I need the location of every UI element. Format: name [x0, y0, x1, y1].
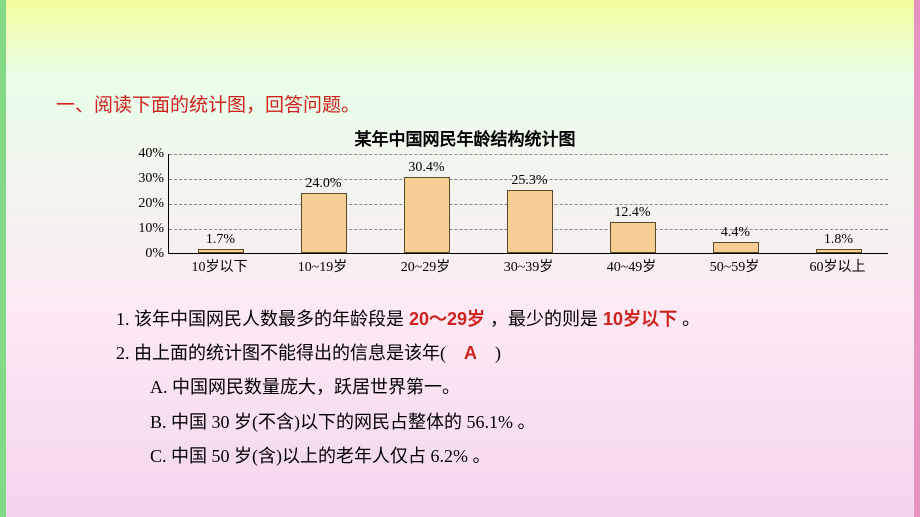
y-axis: 0%10%20%30%40%: [116, 154, 166, 254]
x-tick-label: 10岁以下: [168, 256, 271, 276]
bar: 30.4%: [404, 177, 450, 253]
y-tick-label: 20%: [116, 196, 164, 212]
grid-line: [169, 154, 888, 155]
q1-mid: ，最少的则是: [490, 309, 598, 329]
question-2-stem: 2. 由上面的统计图不能得出的信息是该年( A ): [116, 336, 874, 370]
x-tick-label: 60岁以上: [786, 256, 889, 276]
bar-value-label: 12.4%: [614, 205, 650, 221]
bar-value-label: 25.3%: [511, 173, 547, 189]
q1-prefix: 1. 该年中国网民人数最多的年龄段是: [116, 309, 404, 329]
q2-option-a: A. 中国网民数量庞大，跃居世界第一。: [150, 370, 874, 404]
x-tick-label: 40~49岁: [580, 256, 683, 276]
x-tick-label: 30~39岁: [477, 256, 580, 276]
x-axis: 10岁以下10~19岁20~29岁30~39岁40~49岁50~59岁60岁以上: [168, 256, 888, 276]
question-1: 1. 该年中国网民人数最多的年龄段是 20～29岁 ，最少的则是 10岁以下 。: [116, 302, 874, 336]
q2-option-b: B. 中国 30 岁(不含)以下的网民占整体的 56.1% 。: [150, 405, 874, 439]
y-tick-label: 0%: [116, 246, 164, 262]
q2-option-c: C. 中国 50 岁(含)以上的老年人仅占 6.2% 。: [150, 439, 874, 473]
bar: 1.7%: [198, 249, 244, 253]
bar: 1.8%: [816, 249, 862, 254]
q2-answer: A: [464, 343, 477, 363]
bar: 25.3%: [507, 190, 553, 253]
section-heading: 一、阅读下面的统计图，回答问题。: [56, 90, 874, 117]
chart-title: 某年中国网民年龄结构统计图: [56, 125, 874, 150]
q2-stem-b: ): [477, 343, 501, 363]
bar-value-label: 30.4%: [408, 160, 444, 176]
bar-chart: 0%10%20%30%40% 1.7%24.0%30.4%25.3%12.4%4…: [116, 154, 896, 274]
x-tick-label: 50~59岁: [683, 256, 786, 276]
y-tick-label: 30%: [116, 171, 164, 187]
q1-answer-1: 20～29岁: [404, 309, 490, 329]
x-tick-label: 10~19岁: [271, 256, 374, 276]
y-tick-label: 40%: [116, 146, 164, 162]
chart-container: 某年中国网民年龄结构统计图 0%10%20%30%40% 1.7%24.0%30…: [116, 125, 874, 274]
bar-value-label: 1.7%: [206, 232, 235, 248]
bar: 12.4%: [610, 222, 656, 253]
bar-value-label: 4.4%: [721, 225, 750, 241]
y-tick-label: 10%: [116, 221, 164, 237]
bar: 24.0%: [301, 193, 347, 253]
plot-area: 1.7% 24.0% 30.4% 25.3% 12.4% 4.4% 1.8%: [168, 154, 888, 254]
x-tick-label: 20~29岁: [374, 256, 477, 276]
bar: 4.4%: [713, 242, 759, 253]
q2-stem-a: 2. 由上面的统计图不能得出的信息是该年(: [116, 343, 464, 363]
bar-value-label: 1.8%: [824, 232, 853, 248]
bar-value-label: 24.0%: [305, 176, 341, 192]
q1-suffix: 。: [682, 309, 700, 329]
questions: 1. 该年中国网民人数最多的年龄段是 20～29岁 ，最少的则是 10岁以下 。…: [116, 302, 874, 473]
q1-answer-2: 10岁以下: [598, 309, 682, 329]
